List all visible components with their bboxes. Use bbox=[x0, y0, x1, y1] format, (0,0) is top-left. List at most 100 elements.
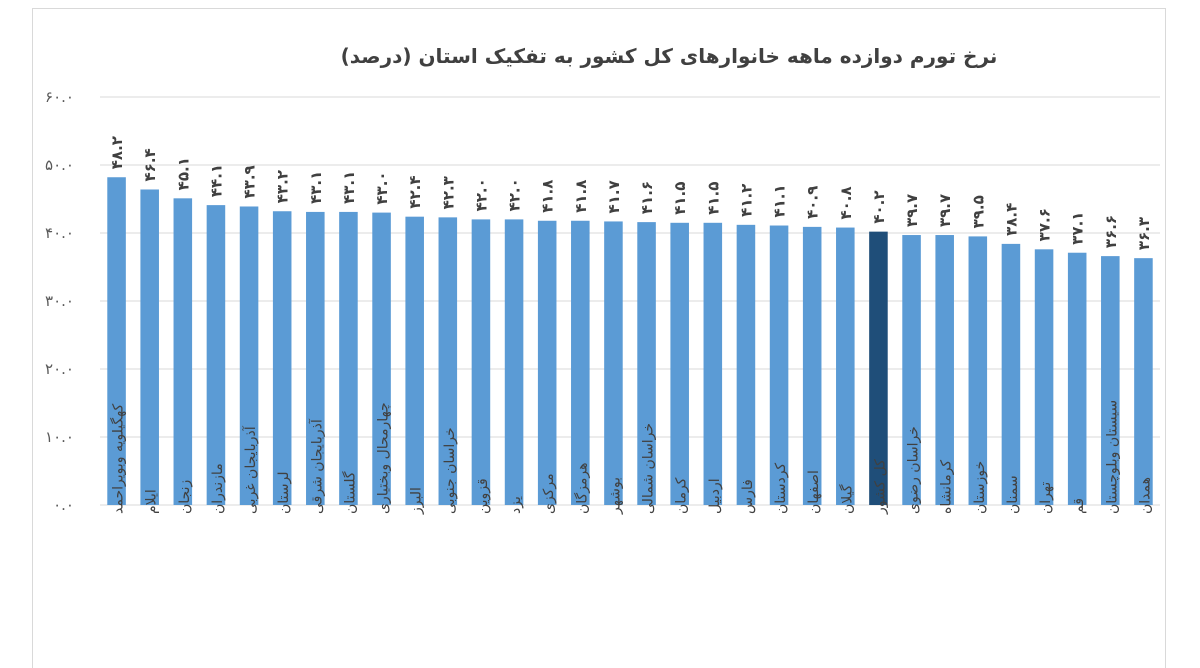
x-tick-label: اصفهان bbox=[806, 470, 822, 514]
x-tick-label: خراسان رضوی bbox=[906, 426, 922, 514]
x-tick-label: خوزستان bbox=[972, 461, 988, 514]
x-tick-label: هرمزگان bbox=[573, 462, 590, 514]
x-tick-label: مازندران bbox=[210, 463, 226, 514]
value-label: ۴۳.۱ bbox=[340, 171, 358, 204]
y-tick-label: ۱۰.۰ bbox=[45, 428, 74, 446]
y-tick-label: ۴۰.۰ bbox=[45, 224, 74, 242]
bar bbox=[802, 226, 822, 505]
value-label: ۴۳.۹ bbox=[241, 165, 259, 198]
chart-title: نرخ تورم دوازده ماهه خانوارهای کل کشور ب… bbox=[341, 44, 998, 68]
value-label: ۴۲.۴ bbox=[406, 176, 424, 209]
bar bbox=[571, 220, 590, 505]
value-label: ۴۳.۰ bbox=[373, 171, 391, 204]
bar bbox=[372, 212, 391, 505]
y-axis: ۰.۰ ۱۰.۰ ۲۰.۰ ۳۰.۰ ۴۰.۰ ۵۰.۰ ۶۰.۰ bbox=[45, 88, 74, 514]
bar bbox=[1101, 256, 1120, 505]
x-tick-label: قزوین bbox=[475, 478, 491, 514]
bar bbox=[1067, 252, 1087, 505]
value-label: ۳۷.۱ bbox=[1069, 212, 1087, 245]
bar bbox=[670, 222, 689, 506]
bar bbox=[272, 211, 292, 506]
x-tick-label: سیستان وبلوچستان bbox=[1104, 400, 1120, 514]
value-label: ۴۳.۲ bbox=[274, 170, 292, 203]
bar bbox=[769, 225, 789, 505]
x-tick-label: کهگیلویه وبویراحمد bbox=[110, 403, 127, 514]
bar bbox=[604, 221, 623, 505]
x-tick-label: مرکزی bbox=[541, 473, 557, 514]
x-tick-label: لرستان bbox=[276, 472, 292, 515]
bar bbox=[1001, 243, 1021, 505]
value-label: ۴۸.۲ bbox=[108, 136, 126, 169]
x-tick-label: سمنان bbox=[1005, 475, 1021, 514]
value-label: ۳۷.۶ bbox=[1036, 208, 1054, 241]
value-label: ۴۰.۸ bbox=[837, 186, 855, 219]
bar bbox=[836, 227, 855, 505]
value-label: ۴۳.۱ bbox=[307, 171, 325, 204]
x-tick-label: کرمان bbox=[674, 477, 690, 514]
x-tick-label: یزد bbox=[508, 496, 524, 514]
x-tick-label: زنجان bbox=[177, 480, 193, 514]
bar bbox=[206, 205, 226, 505]
bar bbox=[504, 219, 524, 505]
value-label: ۳۶.۳ bbox=[1135, 217, 1153, 250]
x-tick-label: چهارمحال وبختیاری bbox=[376, 402, 392, 514]
bar bbox=[703, 222, 723, 506]
bar bbox=[869, 231, 888, 505]
y-tick-label: ۲۰.۰ bbox=[45, 360, 74, 378]
x-tick-label: فارس bbox=[740, 479, 756, 514]
x-tick-label: قم bbox=[1071, 498, 1087, 514]
bar bbox=[107, 177, 126, 506]
value-label: ۴۲.۰ bbox=[472, 178, 490, 211]
bar bbox=[935, 235, 954, 506]
bar bbox=[405, 216, 424, 505]
value-label: ۳۶.۶ bbox=[1102, 215, 1120, 248]
bar bbox=[1034, 249, 1054, 505]
bar bbox=[140, 189, 159, 506]
bar bbox=[902, 235, 921, 506]
x-tick-label: گیلان bbox=[838, 484, 855, 514]
x-tick-label: بوشهر bbox=[607, 477, 623, 515]
value-label: ۴۵.۱ bbox=[174, 157, 192, 190]
x-tick-label: همدان bbox=[1137, 477, 1153, 514]
value-label: ۴۴.۱ bbox=[207, 164, 225, 197]
x-tick-label: آذربایجان غربی bbox=[242, 425, 259, 514]
bar bbox=[339, 211, 358, 506]
y-tick-label: ۶۰.۰ bbox=[45, 88, 74, 106]
x-tick-label: البرز bbox=[409, 487, 425, 515]
x-tick-label: خراسان جنوبی bbox=[442, 427, 458, 514]
y-tick-label: ۰.۰ bbox=[53, 496, 74, 514]
x-tick-label: آذربایجان شرقی bbox=[308, 418, 325, 514]
x-tick-label: اردبیل bbox=[707, 478, 723, 514]
bar bbox=[537, 220, 557, 505]
value-label: ۴۱.۲ bbox=[737, 184, 755, 217]
bars bbox=[107, 177, 1153, 506]
value-label: ۴۲.۰ bbox=[506, 178, 524, 211]
bar bbox=[306, 211, 325, 506]
x-tick-label: کل کشور bbox=[872, 459, 888, 515]
value-label: ۴۱.۵ bbox=[671, 182, 689, 215]
bar bbox=[173, 198, 193, 505]
value-label: ۴۶.۴ bbox=[141, 148, 159, 181]
bar bbox=[736, 224, 756, 505]
value-label: ۳۹.۵ bbox=[969, 195, 987, 228]
x-tick-label: خراسان شمالی bbox=[641, 423, 657, 514]
value-label: ۴۱.۵ bbox=[704, 182, 722, 215]
x-tick-label: کرمانشاه bbox=[939, 460, 955, 514]
x-tick-label: کردستان bbox=[773, 463, 789, 514]
bar bbox=[438, 217, 458, 506]
x-tick-label: تهران bbox=[1038, 482, 1054, 514]
bar bbox=[637, 222, 656, 505]
value-label: ۳۹.۷ bbox=[936, 194, 954, 227]
value-label: ۴۲.۳ bbox=[439, 176, 457, 209]
value-label: ۴۱.۶ bbox=[638, 181, 656, 214]
bar bbox=[471, 219, 491, 505]
bar bbox=[1134, 258, 1153, 505]
chart-frame bbox=[32, 8, 1166, 668]
value-label: ۴۰.۲ bbox=[870, 190, 888, 223]
value-labels: ۴۸.۲ ۴۶.۴ ۴۵.۱ ۴۴.۱ ۴۳.۹ ۴۳.۲ ۴۳.۱ ۴۳.۱ ۴۳.۰ ۴۲.۴… bbox=[108, 136, 1153, 250]
x-tick-label: ایلام bbox=[144, 489, 160, 514]
bar bbox=[968, 236, 988, 505]
value-label: ۴۱.۸ bbox=[572, 180, 590, 213]
y-tick-label: ۳۰.۰ bbox=[45, 292, 74, 310]
x-tick-label: گلستان bbox=[341, 471, 358, 514]
